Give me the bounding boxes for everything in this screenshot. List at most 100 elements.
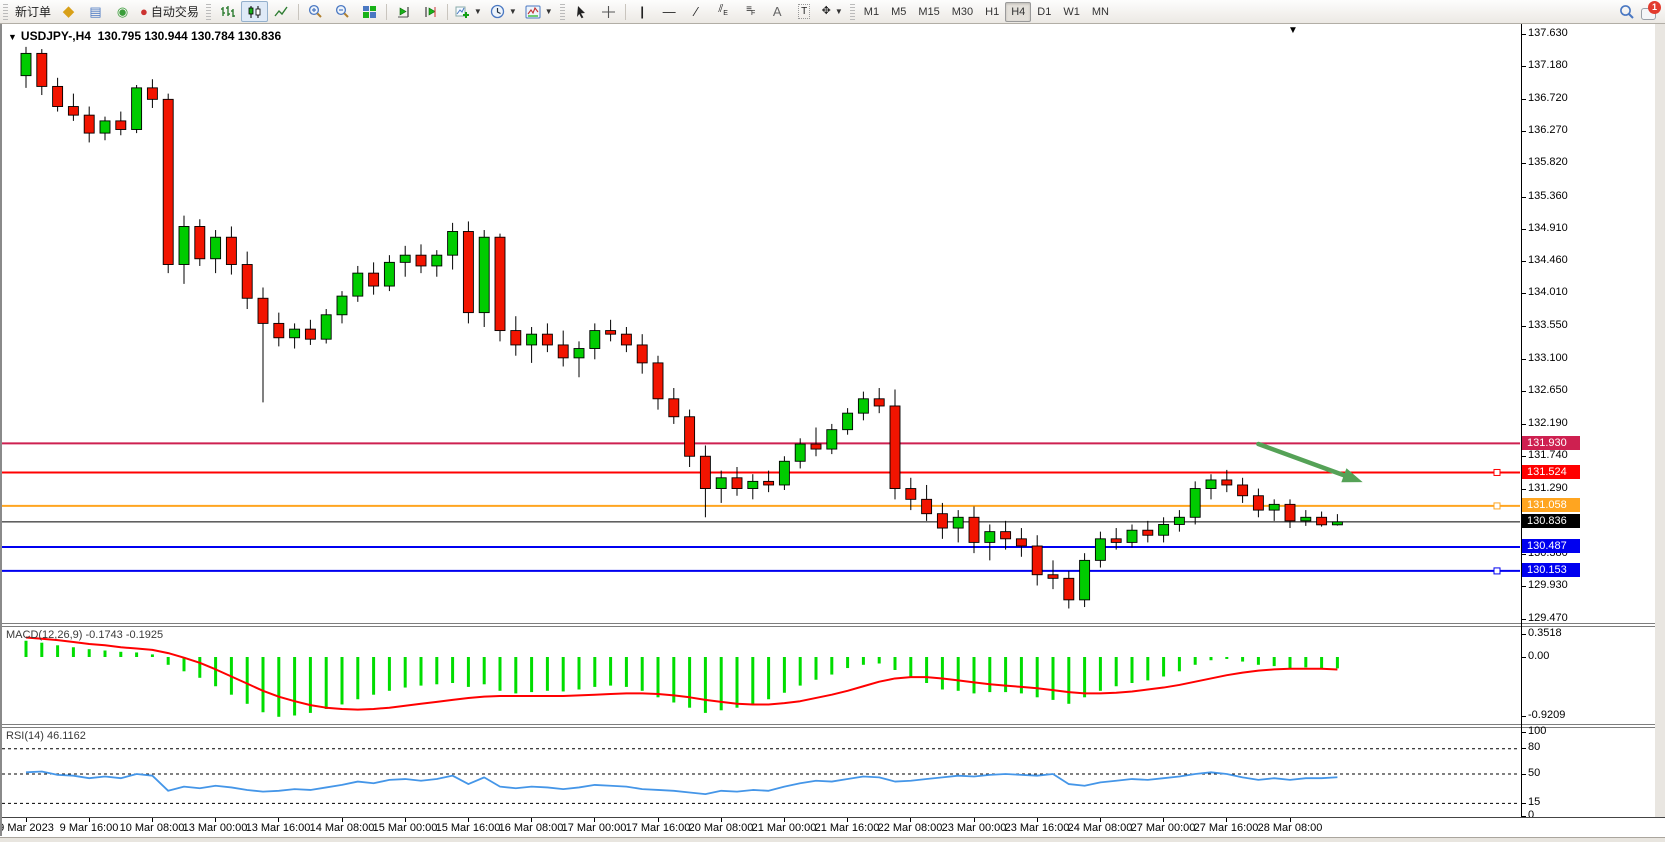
hline-price-tag: 131.524	[1522, 465, 1580, 479]
crosshair-button[interactable]	[595, 1, 622, 22]
timeframe-button-d1[interactable]: D1	[1037, 5, 1052, 18]
text-button[interactable]: A	[772, 4, 782, 19]
time-axis-tick	[26, 818, 27, 822]
timeframe-button-mn[interactable]: MN	[1091, 5, 1109, 18]
price-axis-tick	[1521, 456, 1526, 457]
price-axis-label: 133.550	[1528, 319, 1568, 331]
price-axis-tick	[1521, 66, 1526, 67]
candle-body	[699, 455, 711, 490]
zoom-out-button[interactable]	[329, 1, 356, 22]
fibonacci-button[interactable]: ≡F	[746, 4, 755, 17]
pane-separator[interactable]	[0, 724, 1665, 725]
timeframe-button-h4[interactable]: H4	[1005, 1, 1032, 22]
timeframe-button-h1[interactable]: H1	[985, 5, 1000, 18]
candle-body	[431, 254, 443, 267]
candle-body	[1000, 531, 1012, 540]
time-axis-tick	[847, 818, 848, 822]
time-axis-label: 9 Mar 16:00	[59, 822, 119, 834]
time-axis-label: 10 Mar 08:00	[119, 822, 185, 834]
new-order-button[interactable]: 新订单	[11, 1, 55, 22]
indicators-button[interactable]: ▼	[451, 1, 486, 22]
timeframe-button-m30[interactable]: M30	[951, 5, 974, 18]
pane-separator[interactable]	[0, 623, 1665, 624]
time-axis-tick	[1100, 818, 1101, 822]
candle-body	[1063, 577, 1075, 601]
window-edge-strip	[1655, 24, 1665, 842]
hline-drag-handle[interactable]	[1493, 567, 1501, 575]
chart-shift-button[interactable]	[417, 1, 444, 22]
chart-window: ▼ USDJPY-,H4 130.795 130.944 130.784 130.…	[0, 24, 1665, 842]
timeframe-button-m15[interactable]: M15	[918, 5, 940, 18]
cursor-button[interactable]	[568, 1, 595, 22]
pane-separator[interactable]	[0, 626, 1665, 627]
auto-trading-button[interactable]: ● 自动交易	[136, 1, 203, 22]
market-watch-icon[interactable]: ▤	[89, 4, 102, 19]
candlestick-chart-button[interactable]	[240, 1, 268, 22]
templates-button[interactable]: ▼	[521, 1, 557, 22]
candle-body	[352, 272, 364, 297]
time-axis-tick	[1226, 818, 1227, 822]
candle-body	[1284, 503, 1296, 522]
price-axis-label: 137.630	[1528, 27, 1568, 39]
tile-windows-button[interactable]	[356, 1, 383, 22]
line-chart-button[interactable]	[268, 1, 295, 22]
text-label-button[interactable]: T	[791, 1, 818, 22]
pane-separator[interactable]	[0, 727, 1665, 728]
rsi-line	[25, 770, 1338, 796]
collapse-triangle-icon[interactable]: ▼	[8, 32, 17, 42]
hline-drag-handle[interactable]	[1493, 502, 1501, 510]
indicators-icon	[455, 6, 469, 18]
chart-ohlc-values: 130.795 130.944 130.784 130.836	[97, 29, 282, 43]
candle-body	[510, 330, 522, 346]
candle-body	[842, 412, 854, 431]
candle-body	[794, 443, 806, 462]
trend-arrow-annotation[interactable]	[1256, 441, 1350, 479]
candle-body	[336, 295, 348, 316]
price-axis-tick	[1521, 34, 1526, 35]
price-axis-tick	[1521, 619, 1526, 620]
time-axis[interactable]: 9 Mar 2023 9 Mar 16:00 10 Mar 08:00 13 Mar …	[0, 817, 1665, 837]
time-axis-label: 15 Mar 16:00	[435, 822, 501, 834]
time-axis-tick	[974, 818, 975, 822]
rsi-axis-label: 0	[1528, 809, 1535, 821]
price-axis-tick	[1521, 99, 1526, 100]
signal-icon[interactable]: ◉	[116, 4, 129, 19]
equidistant-channel-button[interactable]: ⫽E	[718, 2, 728, 18]
hline-price-tag: 131.930	[1522, 436, 1580, 450]
arrows-button[interactable]: ✥ ▼	[821, 5, 843, 17]
rsi-axis-label: 80	[1528, 741, 1541, 753]
time-axis-label: 23 Mar 16:00	[1004, 822, 1070, 834]
time-axis-label: 28 Mar 08:00	[1257, 822, 1323, 834]
timeframe-button-m5[interactable]: M5	[891, 5, 907, 18]
candle-body	[921, 498, 933, 515]
vertical-line-button[interactable]: |	[640, 4, 644, 19]
chart-canvas[interactable]	[0, 24, 1665, 836]
candle-body	[225, 236, 237, 265]
hline-drag-handle[interactable]	[1493, 468, 1501, 476]
auto-scroll-button[interactable]	[390, 1, 417, 22]
price-axis-label: 131.290	[1528, 482, 1568, 494]
time-axis-tick	[1037, 818, 1038, 822]
chart-menu-arrow-icon[interactable]: ▼	[1288, 25, 1298, 36]
notifications-icon[interactable]: 1	[1641, 0, 1661, 20]
bar-chart-button[interactable]	[214, 1, 241, 22]
trendline-button[interactable]: ∕	[695, 4, 698, 19]
zoom-in-button[interactable]	[302, 1, 329, 22]
periods-button[interactable]: ▼	[486, 1, 521, 22]
chart-shift-icon	[425, 6, 436, 17]
time-axis-label: 21 Mar 00:00	[751, 822, 817, 834]
rsi-axis-tick	[1521, 816, 1526, 817]
macd-axis-label: -0.9209	[1528, 709, 1566, 721]
timeframe-button-w1[interactable]: W1	[1063, 5, 1080, 18]
candle-body	[1110, 538, 1122, 543]
candle-body	[826, 429, 838, 450]
auto-trading-label: 自动交易	[150, 5, 199, 19]
gold-icon[interactable]: ◆	[62, 3, 75, 20]
rsi-axis-tick	[1521, 803, 1526, 804]
timeframe-button-m1[interactable]: M1	[863, 5, 880, 18]
horizontal-line-button[interactable]: —	[662, 4, 676, 19]
chart-symbol-period: USDJPY-,H4	[20, 29, 91, 43]
search-icon[interactable]	[1619, 4, 1635, 20]
price-axis-tick	[1521, 197, 1526, 198]
